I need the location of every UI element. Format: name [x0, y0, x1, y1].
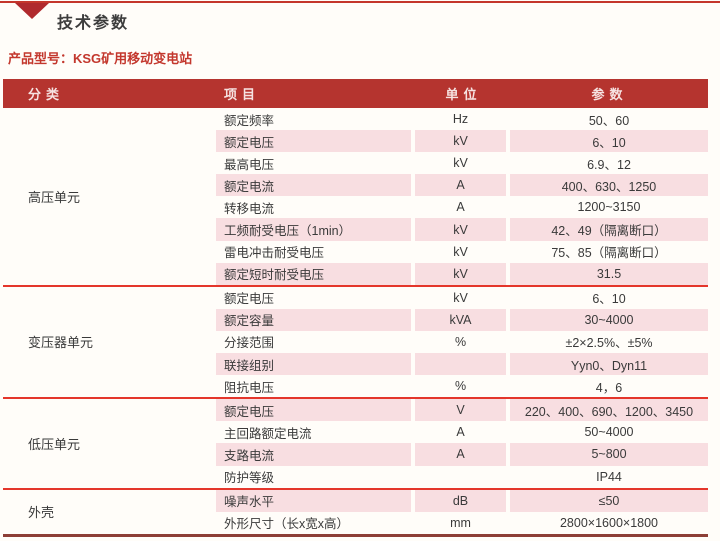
item-cell: 防护等级 [224, 471, 275, 486]
table-header: 分类 项目 单位 参数 [3, 79, 708, 108]
unit-cell: Hz [452, 112, 469, 127]
item-cell: 额定电压 [216, 399, 411, 422]
table-row: 噪声水平 dB ≤50 [216, 489, 708, 512]
param-cell: IP44 [596, 469, 622, 484]
table-row: 额定容量 kVA 30~4000 [216, 308, 708, 331]
table-section: 变压器单元 额定电压 kV 6、10 额定容量 kVA 30~4000 分接范围% ±2×2.5… [3, 284, 708, 397]
category-cell: 变压器单元 [28, 335, 94, 351]
param-cell: 2800×1600×1800 [559, 515, 659, 530]
item-cell: 噪声水平 [216, 489, 411, 512]
table-row: 额定电流 A 400、630、1250 [216, 174, 708, 197]
param-cell: 4，6 [595, 380, 623, 395]
param-cell: 6、10 [510, 130, 708, 153]
unit-cell: % [454, 379, 467, 394]
param-cell: 1200~3150 [577, 200, 641, 215]
item-cell: 额定电压 [216, 130, 411, 153]
unit-cell [415, 466, 506, 488]
item-cell: 转移电流 [224, 201, 275, 216]
param-cell: 220、400、690、1200、3450 [510, 399, 708, 422]
unit-cell: mm [450, 515, 471, 530]
item-cell: 主回路额定电流 [224, 426, 312, 441]
table-row: 工频耐受电压（1min） kV 42、49（隔离断口） [216, 218, 708, 241]
category-cell: 外壳 [28, 505, 55, 521]
unit-cell [415, 353, 506, 376]
param-cell: ≤50 [510, 489, 708, 512]
item-cell: 额定容量 [216, 308, 411, 331]
item-cell: 外形尺寸（长x宽x高） [224, 517, 350, 532]
param-cell: 6、10 [592, 292, 626, 307]
table-row: 额定电压 kV 6、10 [216, 287, 708, 309]
unit-cell: % [454, 334, 467, 349]
param-cell: Yyn0、Dyn11 [510, 353, 708, 376]
table-row: 额定电压 kV 6、10 [216, 130, 708, 153]
param-cell: 50~4000 [584, 425, 634, 440]
table-row: 联接组别 Yyn0、Dyn11 [216, 353, 708, 376]
param-cell: ±2×2.5%、±5% [565, 336, 653, 351]
category-cell: 高压单元 [28, 189, 81, 205]
triangle-marker-icon [15, 3, 49, 19]
unit-cell: kV [415, 262, 506, 285]
item-cell: 额定频率 [224, 113, 275, 128]
unit-cell: kV [453, 156, 468, 171]
table-row: 支路电流 A 5~800 [216, 443, 708, 466]
table-row: 防护等级 IP44 [216, 466, 708, 488]
unit-cell: kV [415, 218, 506, 241]
param-cell: 5~800 [510, 443, 708, 466]
top-rule [0, 1, 720, 3]
table-row: 雷电冲击耐受电压 kV 75、85（隔离断口） [216, 241, 708, 263]
header-category: 分类 [28, 87, 65, 102]
unit-cell: kV [415, 130, 506, 153]
table-row: 额定电压 V 220、400、690、1200、3450 [216, 399, 708, 422]
item-cell: 额定电压 [224, 292, 275, 307]
item-cell: 工频耐受电压（1min） [216, 218, 411, 241]
table-row: 额定短时耐受电压 kV 31.5 [216, 262, 708, 285]
spec-table-body: 高压单元 额定频率 Hz 50、60 额定电压 kV 6、10 最高电压 kV 6.9、12 额定电… [3, 108, 708, 534]
item-cell: 最高电压 [224, 157, 275, 172]
table-row: 最高电压 kV 6.9、12 [216, 152, 708, 174]
item-cell: 额定电流 [216, 174, 411, 197]
unit-cell: kV [453, 244, 468, 259]
table-row: 外形尺寸（长x宽x高） mm 2800×1600×1800 [216, 512, 708, 534]
table-section: 低压单元 额定电压 V 220、400、690、1200、3450 主回路额定电流 A 50… [3, 397, 708, 487]
param-cell: 75、85（隔离断口） [551, 246, 667, 261]
unit-cell: A [456, 425, 465, 440]
product-model-label: 产品型号：KSG矿用移动变电站 [8, 51, 193, 66]
page-title: 技术参数 [57, 15, 130, 32]
unit-cell: A [415, 174, 506, 197]
unit-cell: A [415, 443, 506, 466]
param-cell: 31.5 [510, 262, 708, 285]
item-cell: 支路电流 [216, 443, 411, 466]
table-section: 高压单元 额定频率 Hz 50、60 额定电压 kV 6、10 最高电压 kV 6.9、12 额定电… [3, 108, 708, 285]
unit-cell: kVA [415, 308, 506, 331]
table-row: 分接范围% ±2×2.5%、±5% [216, 331, 708, 353]
header-param: 参数 [591, 87, 628, 102]
table-row: 主回路额定电流 A 50~4000 [216, 421, 708, 443]
param-cell: 42、49（隔离断口） [510, 218, 708, 241]
category-cell: 低压单元 [28, 436, 81, 452]
param-cell: 400、630、1250 [510, 174, 708, 197]
param-cell: 30~4000 [510, 308, 708, 331]
item-cell: 雷电冲击耐受电压 [224, 246, 325, 261]
item-cell: 阻抗电压 [224, 380, 275, 395]
unit-cell: V [415, 399, 506, 422]
item-cell: 分接范围 [224, 336, 275, 351]
param-cell: 6.9、12 [587, 157, 631, 172]
table-row: 额定频率 Hz 50、60 [216, 108, 708, 130]
header-item: 项目 [224, 87, 261, 102]
table-row: 转移电流 A 1200~3150 [216, 196, 708, 218]
param-cell: 50、60 [588, 113, 630, 128]
header-unit: 单位 [445, 87, 482, 102]
unit-cell: A [456, 200, 465, 215]
unit-cell: kV [453, 290, 468, 305]
table-row: 阻抗电压% 4，6 [216, 375, 708, 397]
item-cell: 联接组别 [216, 353, 411, 376]
item-cell: 额定短时耐受电压 [216, 262, 411, 285]
unit-cell: dB [415, 489, 506, 512]
table-section: 外壳 噪声水平 dB ≤50 外形尺寸（长x宽x高） mm 2800×1600×1800 [3, 487, 708, 534]
spec-table: 分类 项目 单位 参数 高压单元 额定频率 Hz 50、60 额定电压 kV 6、10 最高电… [3, 79, 708, 537]
